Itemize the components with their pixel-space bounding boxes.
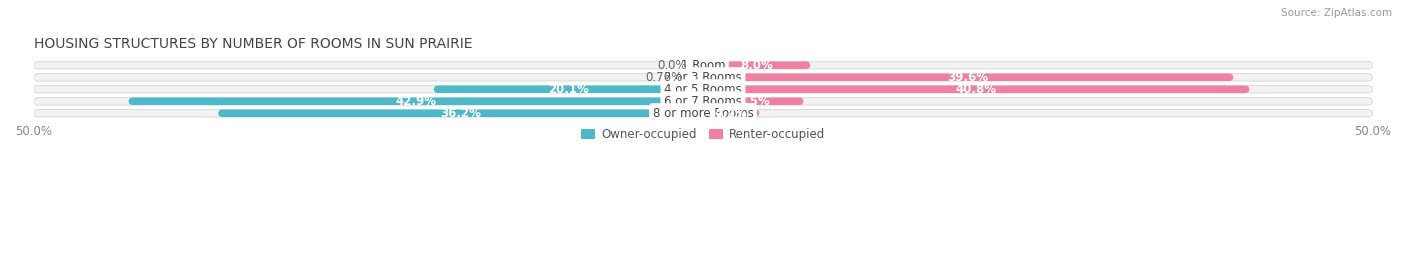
Text: 6 or 7 Rooms: 6 or 7 Rooms xyxy=(664,95,742,108)
Text: 0.0%: 0.0% xyxy=(658,59,688,72)
Text: 36.2%: 36.2% xyxy=(440,107,481,120)
FancyBboxPatch shape xyxy=(693,73,703,81)
FancyBboxPatch shape xyxy=(34,62,1372,69)
Text: 4.2%: 4.2% xyxy=(714,107,748,120)
FancyBboxPatch shape xyxy=(703,62,810,69)
Legend: Owner-occupied, Renter-occupied: Owner-occupied, Renter-occupied xyxy=(576,123,830,146)
Text: 8.0%: 8.0% xyxy=(740,59,773,72)
Text: 42.9%: 42.9% xyxy=(395,95,436,108)
Text: 40.8%: 40.8% xyxy=(956,83,997,96)
Text: 0.76%: 0.76% xyxy=(645,71,682,84)
FancyBboxPatch shape xyxy=(703,73,1233,81)
FancyBboxPatch shape xyxy=(703,86,1250,93)
Text: 4 or 5 Rooms: 4 or 5 Rooms xyxy=(664,83,742,96)
Text: HOUSING STRUCTURES BY NUMBER OF ROOMS IN SUN PRAIRIE: HOUSING STRUCTURES BY NUMBER OF ROOMS IN… xyxy=(34,37,472,51)
FancyBboxPatch shape xyxy=(703,109,759,117)
Text: 39.6%: 39.6% xyxy=(948,71,988,84)
FancyBboxPatch shape xyxy=(703,98,803,105)
Text: Source: ZipAtlas.com: Source: ZipAtlas.com xyxy=(1281,8,1392,18)
FancyBboxPatch shape xyxy=(128,98,703,105)
FancyBboxPatch shape xyxy=(34,86,1372,93)
FancyBboxPatch shape xyxy=(218,109,703,117)
Text: 20.1%: 20.1% xyxy=(548,83,589,96)
FancyBboxPatch shape xyxy=(34,98,1372,105)
FancyBboxPatch shape xyxy=(434,86,703,93)
FancyBboxPatch shape xyxy=(34,73,1372,81)
Text: 2 or 3 Rooms: 2 or 3 Rooms xyxy=(664,71,742,84)
FancyBboxPatch shape xyxy=(34,109,1372,117)
Text: 1 Room: 1 Room xyxy=(681,59,725,72)
Text: 7.5%: 7.5% xyxy=(737,95,769,108)
Text: 8 or more Rooms: 8 or more Rooms xyxy=(652,107,754,120)
